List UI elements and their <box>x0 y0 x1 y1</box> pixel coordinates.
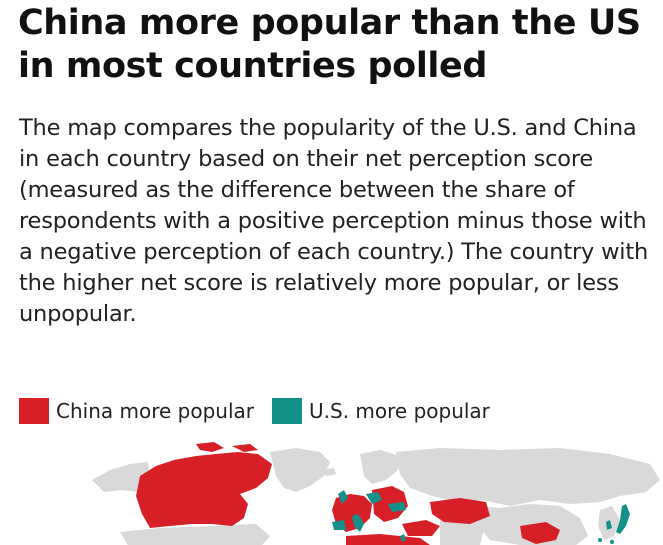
legend-label-us: U.S. more popular <box>309 399 490 423</box>
legend: China more popular U.S. more popular <box>19 396 508 426</box>
world-map <box>0 440 663 545</box>
legend-label-china: China more popular <box>56 399 254 423</box>
headline: China more popular than the US in most c… <box>18 3 641 86</box>
description: The map compares the popularity of the U… <box>19 115 649 327</box>
legend-item-us: U.S. more popular <box>272 398 490 424</box>
china-swatch <box>19 398 49 424</box>
land-china-more-popular <box>136 442 560 545</box>
us-swatch <box>272 398 302 424</box>
land-us-more-popular <box>332 490 630 544</box>
land-grey <box>92 448 660 545</box>
legend-item-china: China more popular <box>19 398 254 424</box>
